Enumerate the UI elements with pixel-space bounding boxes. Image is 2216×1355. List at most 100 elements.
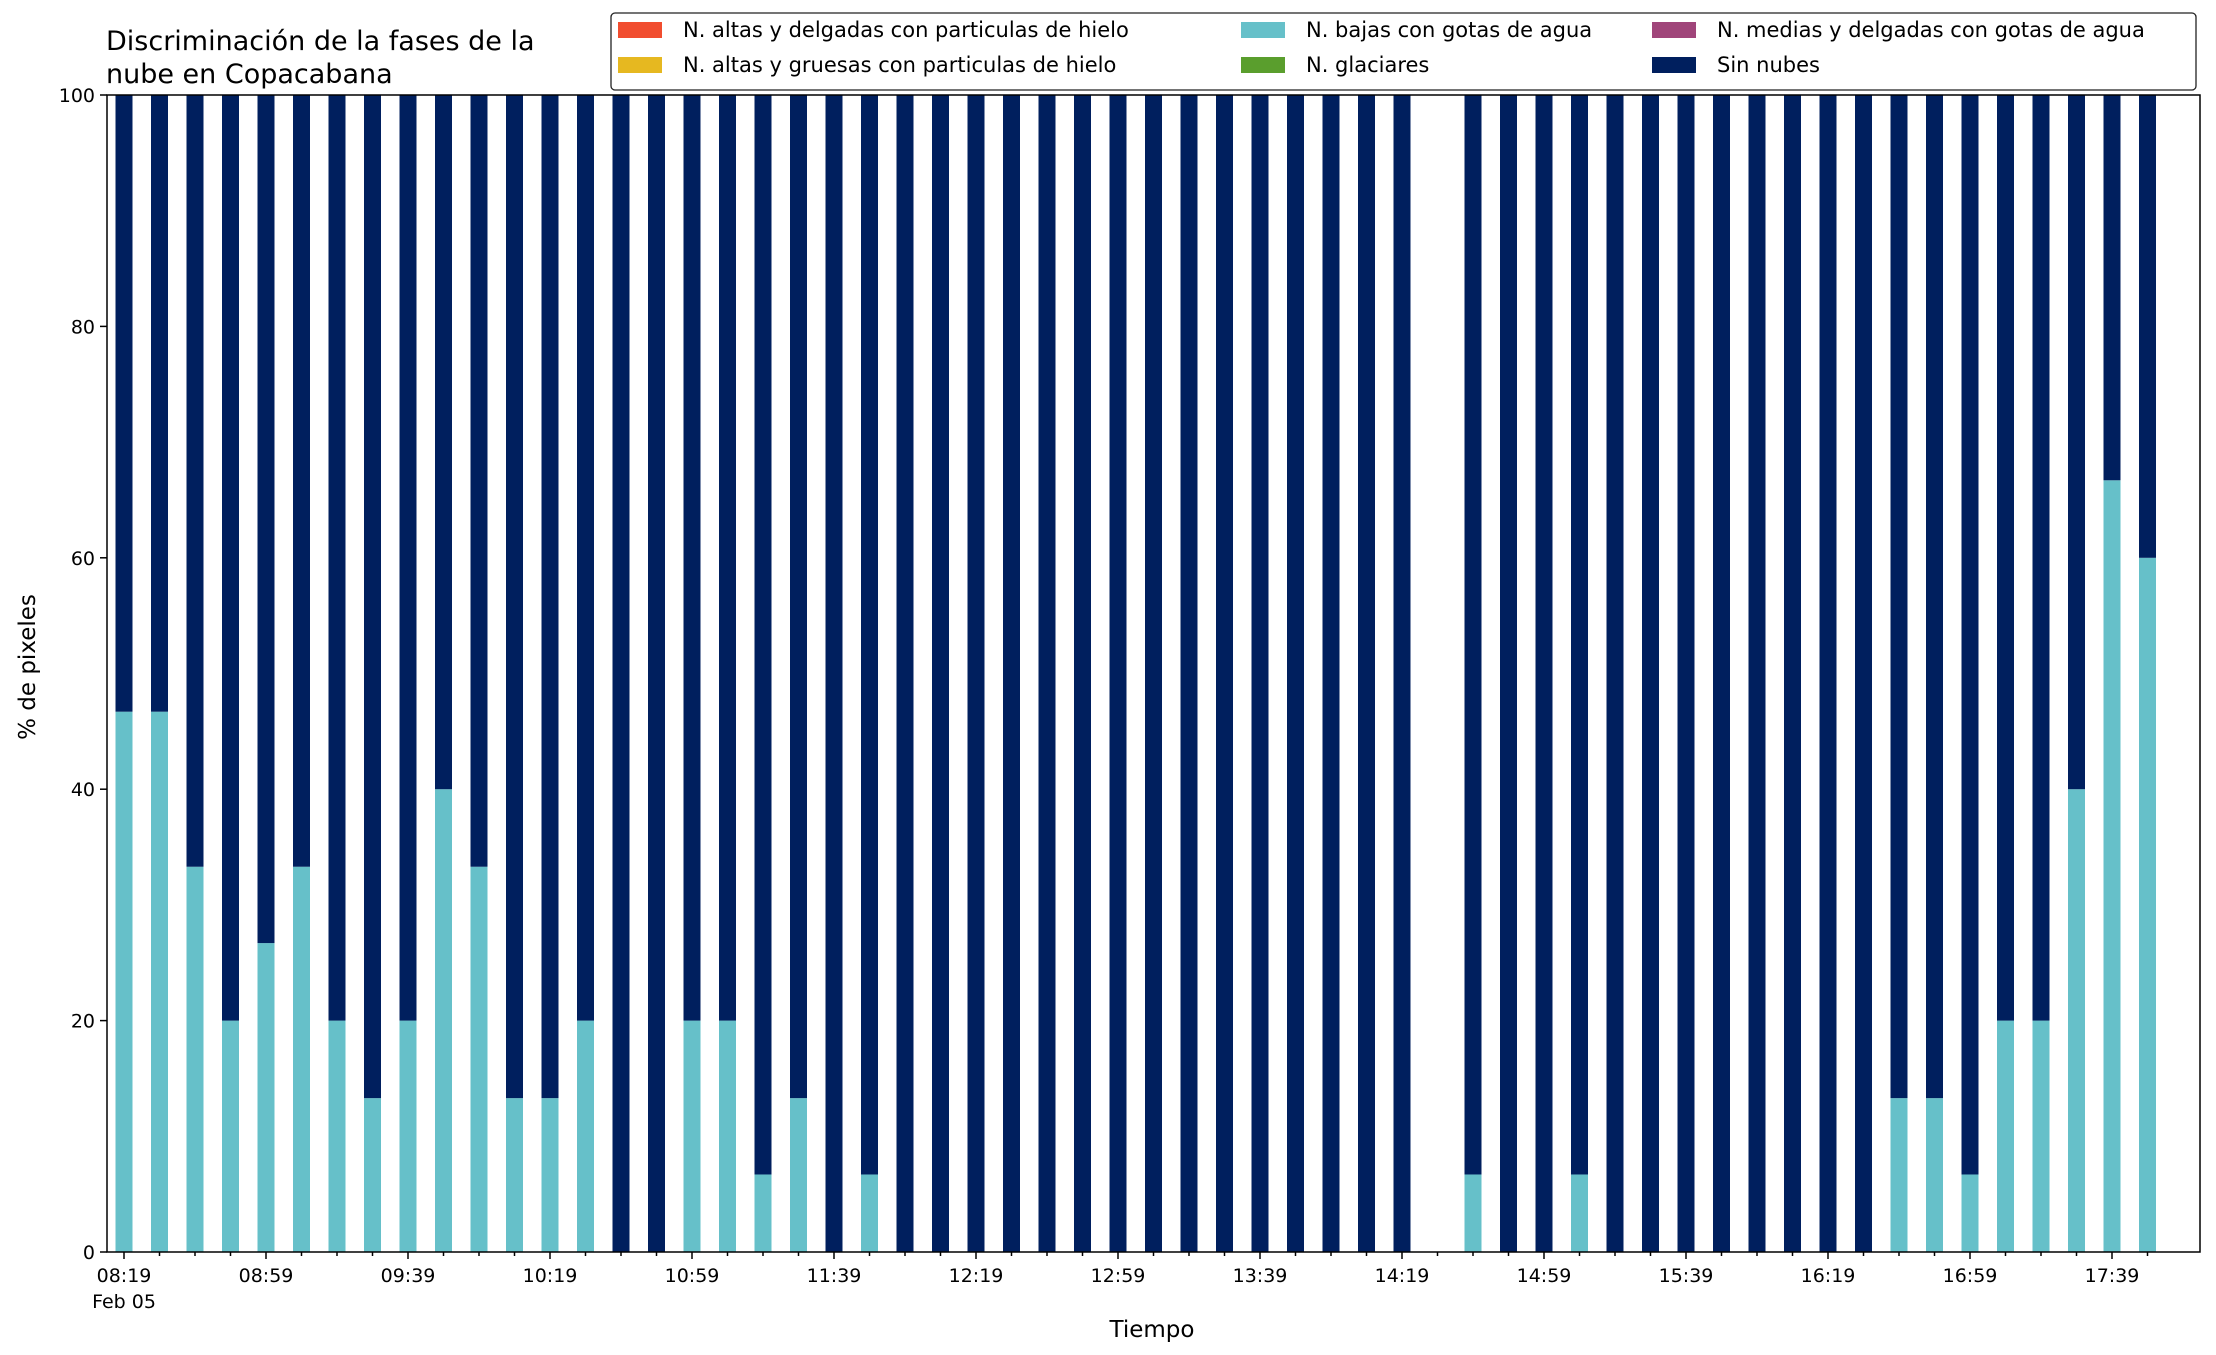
x-tick-label-4: 10:59: [665, 1265, 720, 1287]
legend-swatch-altas_gruesas_hielo: [618, 57, 662, 73]
bar-bajas_agua-13: [577, 1020, 594, 1252]
bar-sin_nubes-40: [1535, 95, 1553, 1252]
bar-sin_nubes-2: [186, 95, 204, 867]
bar-sin_nubes-7: [364, 95, 381, 1099]
bar-bajas_agua-7: [364, 1098, 381, 1252]
bar-sin_nubes-24: [967, 95, 985, 1252]
bar-sin_nubes-33: [1287, 95, 1304, 1252]
bar-sin_nubes-30: [1180, 95, 1198, 1252]
bar-sin_nubes-10: [470, 95, 488, 867]
bar-bajas_agua-51: [1926, 1098, 1943, 1252]
x-tick-label-10: 14:59: [1517, 1265, 1572, 1287]
legend-label-sin_nubes: Sin nubes: [1717, 53, 1820, 77]
bar-bajas_agua-9: [435, 789, 452, 1252]
bar-sin_nubes-50: [1890, 95, 1908, 1099]
bar-sin_nubes-22: [896, 95, 914, 1252]
bar-bajas_agua-6: [328, 1020, 346, 1252]
bar-sin_nubes-11: [506, 95, 523, 1099]
bar-sin_nubes-18: [754, 95, 772, 1175]
bar-sin_nubes-38: [1464, 95, 1482, 1175]
x-tick-label-6: 12:19: [949, 1265, 1004, 1287]
x-tick-label-11: 15:39: [1659, 1265, 1714, 1287]
bar-sin_nubes-51: [1926, 95, 1943, 1099]
chart-title: Discriminación de la fases de la nube en…: [106, 26, 535, 90]
bar-bajas_agua-55: [2068, 789, 2085, 1252]
bar-sin_nubes-41: [1571, 95, 1588, 1175]
legend-label-bajas_agua: N. bajas con gotas de agua: [1306, 18, 1592, 42]
bar-bajas_agua-0: [115, 711, 133, 1252]
legend-swatch-glaciares: [1241, 57, 1285, 73]
bar-bajas_agua-52: [1961, 1174, 1979, 1252]
bar-bajas_agua-57: [2139, 557, 2156, 1252]
x-tick-label-5: 11:39: [807, 1265, 862, 1287]
bar-bajas_agua-54: [2032, 1020, 2050, 1252]
legend: N. altas y delgadas con particulas de hi…: [610, 12, 2197, 91]
bar-bajas_agua-41: [1571, 1174, 1588, 1252]
y-tick-label-3: 60: [71, 548, 95, 570]
bar-bajas_agua-2: [186, 866, 204, 1252]
bar-sin_nubes-52: [1961, 95, 1979, 1175]
bar-sin_nubes-44: [1677, 95, 1695, 1252]
bar-sin_nubes-0: [115, 95, 133, 712]
bar-sin_nubes-35: [1358, 95, 1375, 1252]
bar-bajas_agua-50: [1890, 1098, 1908, 1252]
bar-sin_nubes-20: [825, 95, 843, 1252]
x-tick-label-13: 16:59: [1943, 1265, 1998, 1287]
bar-sin_nubes-25: [1003, 95, 1020, 1252]
bar-sin_nubes-54: [2032, 95, 2050, 1021]
bar-sin_nubes-45: [1713, 95, 1730, 1252]
bar-sin_nubes-3: [222, 95, 239, 1021]
bar-bajas_agua-56: [2103, 480, 2121, 1252]
bar-sin_nubes-32: [1251, 95, 1269, 1252]
x-tick-label-12: 16:19: [1801, 1265, 1856, 1287]
legend-label-altas_delgadas_hielo: N. altas y delgadas con particulas de hi…: [683, 18, 1129, 42]
bar-bajas_agua-5: [293, 866, 310, 1252]
bars-group: [115, 95, 2156, 1252]
y-tick-label-5: 100: [59, 85, 95, 107]
bar-sin_nubes-12: [541, 95, 559, 1099]
bar-bajas_agua-17: [719, 1020, 736, 1252]
y-tick-label-1: 20: [71, 1011, 95, 1033]
bar-sin_nubes-6: [328, 95, 346, 1021]
bar-bajas_agua-12: [541, 1098, 559, 1252]
x-date-label: Feb 05: [92, 1291, 156, 1313]
x-tick-label-8: 13:39: [1233, 1265, 1288, 1287]
x-tick-label-3: 10:19: [523, 1265, 578, 1287]
x-axis: 08:19 08:59 09:39 10:19 10:59 11:39 12:19 12:59…: [92, 1252, 2149, 1313]
y-tick-label-4: 80: [71, 316, 95, 338]
x-tick-label-14: 17:39: [2085, 1265, 2140, 1287]
bar-sin_nubes-23: [932, 95, 949, 1252]
bar-sin_nubes-1: [151, 95, 168, 712]
legend-swatch-sin_nubes: [1652, 57, 1696, 73]
bar-sin_nubes-4: [257, 95, 275, 944]
bar-sin_nubes-16: [683, 95, 701, 1021]
bar-sin_nubes-17: [719, 95, 736, 1021]
bar-bajas_agua-19: [790, 1098, 807, 1252]
bar-sin_nubes-19: [790, 95, 807, 1099]
y-tick-label-0: 0: [83, 1242, 95, 1264]
bar-sin_nubes-15: [648, 95, 665, 1252]
bar-sin_nubes-27: [1074, 95, 1091, 1252]
bar-sin_nubes-46: [1748, 95, 1766, 1252]
legend-label-glaciares: N. glaciares: [1306, 53, 1429, 77]
bar-sin_nubes-5: [293, 95, 310, 867]
y-axis: 0 20 40 60 80 100: [59, 85, 107, 1264]
bar-sin_nubes-42: [1606, 95, 1624, 1252]
bar-sin_nubes-34: [1322, 95, 1340, 1252]
bar-sin_nubes-31: [1216, 95, 1233, 1252]
bar-sin_nubes-55: [2068, 95, 2085, 790]
legend-box: [610, 12, 2197, 91]
bar-bajas_agua-21: [861, 1174, 878, 1252]
bar-sin_nubes-26: [1038, 95, 1056, 1252]
bar-bajas_agua-1: [151, 711, 168, 1252]
bar-bajas_agua-11: [506, 1098, 523, 1252]
bar-sin_nubes-49: [1855, 95, 1872, 1252]
bar-bajas_agua-16: [683, 1020, 701, 1252]
bar-sin_nubes-9: [435, 95, 452, 790]
bar-sin_nubes-29: [1145, 95, 1162, 1252]
bar-bajas_agua-38: [1464, 1174, 1482, 1252]
legend-label-medias_delgadas_agua: N. medias y delgadas con gotas de agua: [1717, 18, 2145, 42]
legend-swatch-bajas_agua: [1241, 22, 1285, 38]
bar-sin_nubes-14: [612, 95, 630, 1252]
bar-bajas_agua-3: [222, 1020, 239, 1252]
